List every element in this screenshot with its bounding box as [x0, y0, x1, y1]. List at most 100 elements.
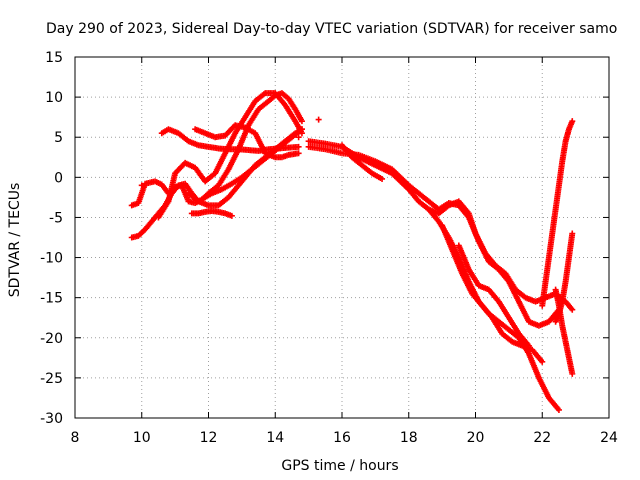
x-tick-label: 14 [266, 430, 284, 446]
y-tick-label: -10 [40, 251, 63, 267]
data-point [555, 160, 566, 189]
data-point [215, 167, 231, 189]
y-axis: -30 -25 -20 -15 -10 -5 0 5 10 15 [40, 50, 609, 427]
data-point [369, 170, 384, 182]
x-tick-label: 10 [133, 430, 151, 446]
data-point [175, 181, 187, 189]
x-tick-label: 22 [533, 430, 551, 446]
data-point [235, 171, 251, 189]
data-point [165, 172, 178, 205]
data-point [489, 314, 505, 336]
data-point [282, 102, 298, 123]
data-point [525, 342, 532, 349]
data-point [185, 190, 201, 204]
series-track-13 [455, 242, 532, 349]
data-point [228, 212, 235, 219]
data-point [298, 118, 305, 125]
x-tick-label: 20 [467, 430, 485, 446]
series-track-5 [192, 122, 302, 161]
y-tick-label: -20 [40, 331, 63, 347]
data-point [225, 146, 240, 153]
data-point [292, 106, 304, 123]
data-point [559, 322, 569, 344]
data-point [465, 214, 482, 243]
y-tick-label: 5 [54, 130, 63, 146]
x-axis-label: GPS time / hours [281, 458, 398, 474]
data-point [349, 154, 364, 168]
x-axis: 8 10 12 14 16 18 20 22 24 [71, 57, 618, 446]
series-track-6 [188, 208, 235, 219]
data-point [569, 230, 576, 237]
series-track-10 [339, 142, 386, 182]
series-outliers [138, 116, 322, 189]
data-point [322, 146, 344, 156]
y-tick-label: -30 [40, 411, 63, 427]
data-point [202, 171, 217, 185]
data-point [212, 151, 228, 177]
data-point [569, 370, 576, 377]
data-point [295, 134, 302, 141]
data-point [255, 99, 271, 113]
series-track-3 [155, 90, 305, 221]
data-point [569, 118, 576, 125]
data-point [172, 161, 187, 177]
series-track-14 [539, 118, 576, 309]
data-point [242, 99, 258, 121]
data-point [315, 116, 322, 123]
data-point [515, 298, 532, 324]
data-point [565, 232, 576, 261]
data-point [379, 175, 386, 182]
data-point [205, 143, 220, 152]
data-point [135, 182, 148, 207]
y-tick-label: 15 [45, 50, 63, 66]
data-point [222, 210, 234, 219]
data-point [562, 256, 572, 285]
grid [75, 57, 609, 418]
data-point [252, 130, 268, 155]
y-tick-label: 0 [54, 170, 63, 186]
data-point [465, 266, 481, 288]
x-tick-label: 18 [400, 430, 418, 446]
data-point [232, 122, 247, 131]
data-point [499, 330, 514, 344]
data-point [455, 242, 472, 271]
x-tick-label: 12 [200, 430, 218, 446]
data-point [562, 298, 575, 312]
data-point [569, 306, 576, 313]
data-point [202, 130, 217, 140]
data-point [555, 406, 562, 413]
data-point [138, 182, 145, 189]
chart-title: Day 290 of 2023, Sidereal Day-to-day VTE… [46, 21, 617, 37]
data-point [339, 142, 354, 159]
data-point [252, 155, 267, 169]
series-track-9 [305, 143, 562, 329]
data-point [509, 338, 524, 349]
data-point [495, 266, 511, 284]
data-point [562, 127, 572, 145]
data-point [372, 158, 394, 172]
data-point [228, 175, 244, 187]
x-tick-label: 24 [600, 430, 618, 446]
data-point [425, 198, 441, 212]
data-point [272, 139, 287, 153]
y-tick-label: -5 [49, 210, 63, 226]
y-tick-label: -15 [40, 291, 63, 307]
data-point [355, 151, 377, 164]
data-points [128, 90, 576, 413]
data-point [252, 91, 267, 105]
data-point [522, 294, 537, 305]
data-point [295, 143, 302, 150]
data-point [505, 314, 521, 336]
data-point [455, 202, 471, 219]
data-point [562, 338, 572, 360]
data-point [298, 126, 305, 133]
data-point [565, 354, 575, 376]
data-point [218, 181, 234, 193]
data-point [545, 232, 556, 261]
data-point [305, 138, 327, 147]
data-point [549, 208, 559, 237]
data-point [559, 140, 569, 165]
data-point [545, 394, 561, 412]
data-point [158, 181, 171, 195]
